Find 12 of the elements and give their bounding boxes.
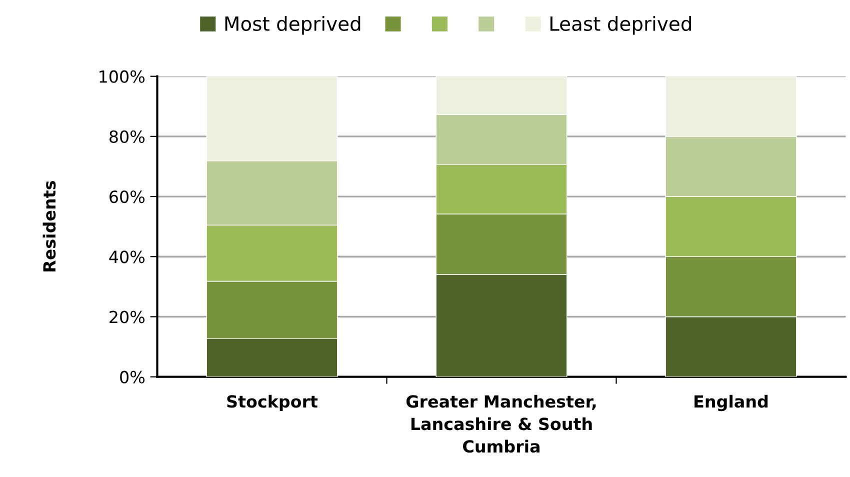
y-tick-label: 40% [109,250,145,264]
legend-label: Most deprived [225,16,360,35]
y-tick-label: 80% [110,130,145,143]
x-tick-label: Stockport [227,394,318,411]
x-tick-label: England [694,394,768,412]
legend-label: Least deprived [550,16,691,35]
y-tick-label: 60% [110,190,145,204]
y-tick-label: 20% [110,310,145,324]
y-tick-label: 100% [100,70,145,83]
x-tick-label: Greater Manchester, Lancashire & South Cumbria [406,394,596,453]
y-axis-title: Residents [42,180,56,272]
y-tick-label: 0% [120,370,145,384]
